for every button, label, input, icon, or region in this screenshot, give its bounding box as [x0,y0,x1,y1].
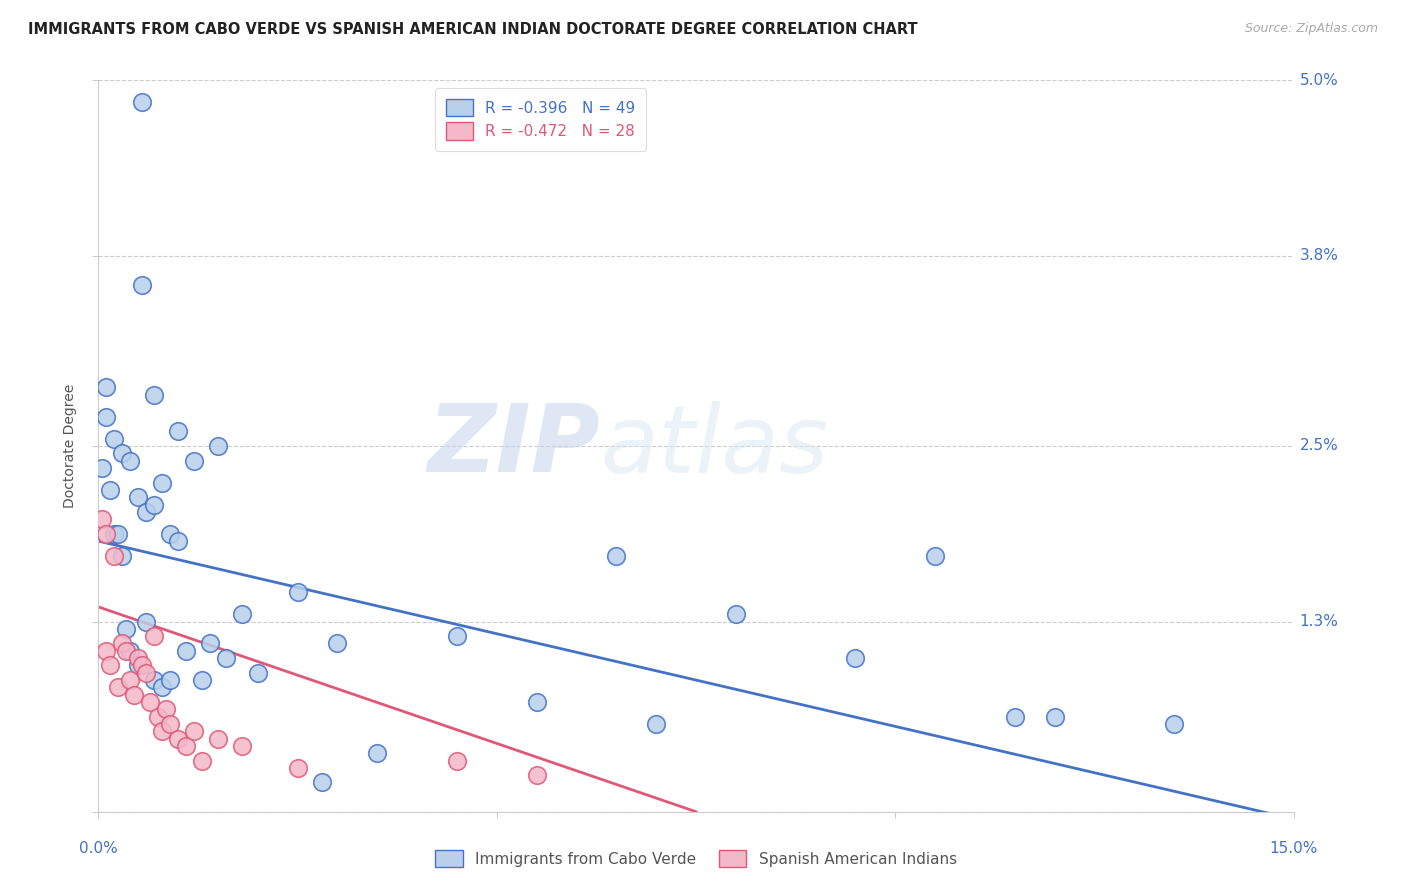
Point [231,739,253,753]
Point [167,731,190,746]
Text: atlas: atlas [600,401,828,491]
Point [287,585,309,599]
Point [120,453,142,467]
Point [115,644,138,658]
Point [139,695,162,709]
Point [143,498,166,512]
Point [107,681,129,695]
Point [366,746,388,760]
Point [131,278,153,293]
Point [159,526,181,541]
Point [167,425,190,439]
Point [96,644,118,658]
Point [150,475,173,490]
Legend: Immigrants from Cabo Verde, Spanish American Indians: Immigrants from Cabo Verde, Spanish Amer… [429,844,963,873]
Point [198,636,221,650]
Point [115,622,138,636]
Point [167,534,190,549]
Text: 15.0%: 15.0% [1270,841,1317,856]
Text: 2.5%: 2.5% [1299,439,1339,453]
Text: 0.0%: 0.0% [79,841,118,856]
Point [127,651,149,665]
Point [96,380,118,394]
Point [120,673,142,687]
Point [183,724,205,739]
Text: Source: ZipAtlas.com: Source: ZipAtlas.com [1244,22,1378,36]
Text: 5.0%: 5.0% [1299,73,1339,87]
Point [124,688,146,702]
Point [1043,709,1066,723]
Point [107,526,129,541]
Point [135,615,157,629]
Point [326,636,349,650]
Point [103,549,125,563]
Point [724,607,747,622]
Point [135,505,157,519]
Point [207,439,229,453]
Point [98,483,122,497]
Point [120,644,142,658]
Point [844,651,866,665]
Point [1004,709,1026,723]
Point [191,754,214,768]
Point [1163,717,1185,731]
Point [150,724,173,739]
Point [924,549,946,563]
Point [98,658,122,673]
Point [446,754,468,768]
Y-axis label: Doctorate Degree: Doctorate Degree [63,384,77,508]
Point [446,629,468,643]
Point [143,673,166,687]
Point [287,761,309,775]
Point [91,461,114,475]
Text: IMMIGRANTS FROM CABO VERDE VS SPANISH AMERICAN INDIAN DOCTORATE DEGREE CORRELATI: IMMIGRANTS FROM CABO VERDE VS SPANISH AM… [28,22,918,37]
Point [159,673,181,687]
Point [207,731,229,746]
Point [103,432,125,446]
Point [111,446,134,460]
Point [174,644,197,658]
Point [231,607,253,622]
Point [246,665,269,680]
Point [526,768,548,782]
Point [148,709,170,723]
Point [155,702,177,716]
Point [135,665,157,680]
Point [143,629,166,643]
Point [645,717,668,731]
Point [91,512,114,526]
Point [311,775,333,789]
Text: 3.8%: 3.8% [1299,248,1339,263]
Point [159,717,181,731]
Point [215,651,238,665]
Point [131,658,153,673]
Point [111,549,134,563]
Point [174,739,197,753]
Point [127,490,149,504]
Point [150,681,173,695]
Point [131,95,153,110]
Point [191,673,214,687]
Point [96,409,118,424]
Text: ZIP: ZIP [427,400,600,492]
Point [605,549,627,563]
Point [96,526,118,541]
Point [111,636,134,650]
Point [183,453,205,467]
Point [526,695,548,709]
Point [143,388,166,402]
Point [103,526,125,541]
Text: 1.3%: 1.3% [1299,614,1339,629]
Point [127,658,149,673]
